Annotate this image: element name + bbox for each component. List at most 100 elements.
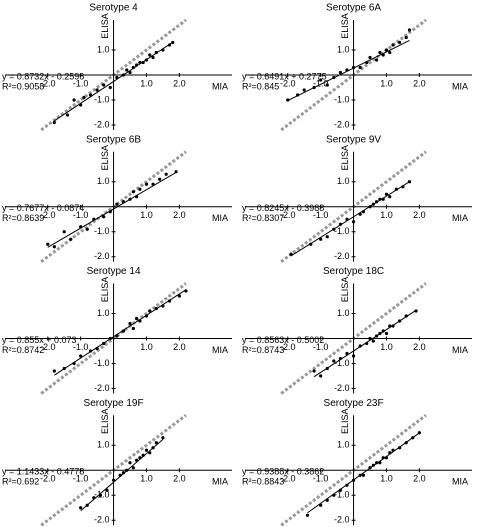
x-tick-label: 1.0 [380, 474, 393, 484]
data-point [52, 369, 56, 373]
equation: y = 0.855x + 0.073 [2, 335, 77, 345]
equation: y = 0.6491x + 0.2775 [242, 71, 327, 81]
panel: Serotype 6A -2.0 -1.0 1.0 2.0 -2.0 -1.0 1.0 ELIS… [242, 3, 472, 132]
data-point [398, 40, 402, 45]
x-tick-label: 1.0 [140, 474, 153, 484]
x-tick-label: -2.0 [280, 210, 296, 220]
data-point [384, 48, 389, 52]
panel-title: Serotype 4 [89, 3, 138, 14]
y-tick-label: -2.0 [334, 383, 350, 393]
r-squared: R²=0.8742 [2, 345, 44, 355]
data-point [131, 466, 135, 470]
data-point [325, 83, 329, 87]
data-point [102, 83, 106, 87]
equation: y = 0.8732x - 0.2596 [2, 71, 84, 81]
x-axis-label: MIA [452, 81, 468, 91]
data-point [371, 339, 375, 343]
data-point [388, 50, 392, 55]
panel-title: Serotype 9V [326, 134, 381, 145]
x-tick-label: -1.0 [73, 210, 89, 220]
data-point [319, 78, 323, 82]
x-tick-label: -2.0 [40, 210, 56, 220]
y-tick-label: -2.0 [94, 383, 110, 393]
y-axis-label: ELISA [340, 408, 350, 434]
panel: Serotype 18C -2.0 -1.0 1.0 2.0 -2.0 -1.0 1.0 ELI… [242, 266, 472, 395]
y-axis-label: ELISA [100, 408, 110, 434]
data-point [154, 441, 158, 445]
equation: y = 1.1433x - 0.4778 [2, 467, 84, 477]
x-tick-label: -2.0 [280, 78, 296, 88]
y-axis-label: ELISA [100, 13, 110, 39]
x-tick-label: 2.0 [413, 210, 426, 220]
regression-line [54, 289, 187, 376]
data-point [82, 95, 86, 100]
data-point [414, 309, 418, 313]
r-squared: R²=0.9058 [2, 81, 44, 91]
y-tick-label: 1.0 [337, 44, 350, 54]
x-tick-label: 1.0 [380, 78, 393, 88]
equation: y = 0.8245x - 0.3988 [242, 203, 324, 213]
x-tick-label: -1.0 [313, 342, 329, 352]
x-tick-label: -1.0 [313, 210, 329, 220]
data-point [105, 488, 109, 492]
panel: Serotype 23F -2.0 -1.0 1.0 2.0 -2.0 -1.0 1.0 ELI… [242, 398, 472, 527]
data-point [404, 35, 408, 40]
r-squared: R²=0.8639 [2, 213, 44, 223]
data-point [65, 113, 70, 117]
panel: Serotype 9V -2.0 -1.0 1.0 2.0 -2.0 -1.0 1.0 ELIS… [242, 134, 472, 263]
data-point [161, 436, 165, 440]
equation: y = 0.9388x - 0.3862 [242, 467, 324, 477]
data-point [131, 190, 135, 194]
x-tick-label: 2.0 [173, 474, 186, 484]
data-point [79, 506, 83, 510]
x-tick-label: -2.0 [280, 342, 296, 352]
x-axis-label: MIA [452, 213, 468, 223]
y-tick-label: -1.0 [94, 358, 110, 368]
x-axis-label: MIA [212, 213, 228, 223]
y-axis-label: ELISA [340, 145, 350, 171]
x-tick-label: -2.0 [280, 474, 296, 484]
panel-title: Serotype 14 [87, 266, 141, 277]
y-tick-label: 1.0 [337, 440, 350, 450]
panel-title: Serotype 23F [324, 398, 384, 409]
y-tick-label: 1.0 [337, 308, 350, 318]
panel: Serotype 4 -2.0 -1.0 1.0 2.0 -2.0 -1.0 1.0 ELISA… [2, 3, 232, 132]
data-point [151, 55, 155, 60]
y-tick-label: 1.0 [337, 176, 350, 186]
data-point [158, 177, 162, 181]
x-tick-label: 1.0 [140, 78, 153, 88]
data-point [351, 354, 356, 358]
data-point [148, 53, 152, 57]
data-point [325, 235, 329, 239]
regression-line [313, 309, 417, 378]
x-tick-label: 2.0 [413, 342, 426, 352]
x-axis-label: MIA [452, 345, 468, 355]
r-squared: R²=0.845 [242, 81, 279, 91]
data-point [144, 182, 149, 186]
x-tick-label: -1.0 [73, 78, 89, 88]
r-squared: R²=0.8307 [242, 213, 284, 223]
data-point [134, 316, 139, 321]
data-point [52, 120, 56, 125]
data-point [125, 68, 129, 72]
data-point [177, 294, 181, 298]
data-point [164, 172, 168, 176]
y-tick-label: -2.0 [334, 515, 350, 525]
x-axis-label: MIA [212, 345, 228, 355]
y-axis-label: ELISA [340, 277, 350, 303]
r-squared: R²=0.8743 [242, 345, 284, 355]
y-tick-label: 1.0 [97, 44, 110, 54]
y-tick-label: -1.0 [94, 226, 110, 236]
data-point [52, 245, 56, 249]
x-tick-label: 2.0 [173, 78, 186, 88]
data-point [332, 359, 336, 363]
y-tick-label: 1.0 [97, 440, 110, 450]
y-axis-label: ELISA [100, 145, 110, 171]
y-tick-label: -1.0 [334, 94, 350, 104]
y-tick-label: -1.0 [94, 94, 110, 104]
x-axis-label: MIA [452, 477, 468, 487]
data-point [79, 354, 83, 358]
regression-line [54, 41, 174, 122]
data-point [62, 230, 66, 234]
